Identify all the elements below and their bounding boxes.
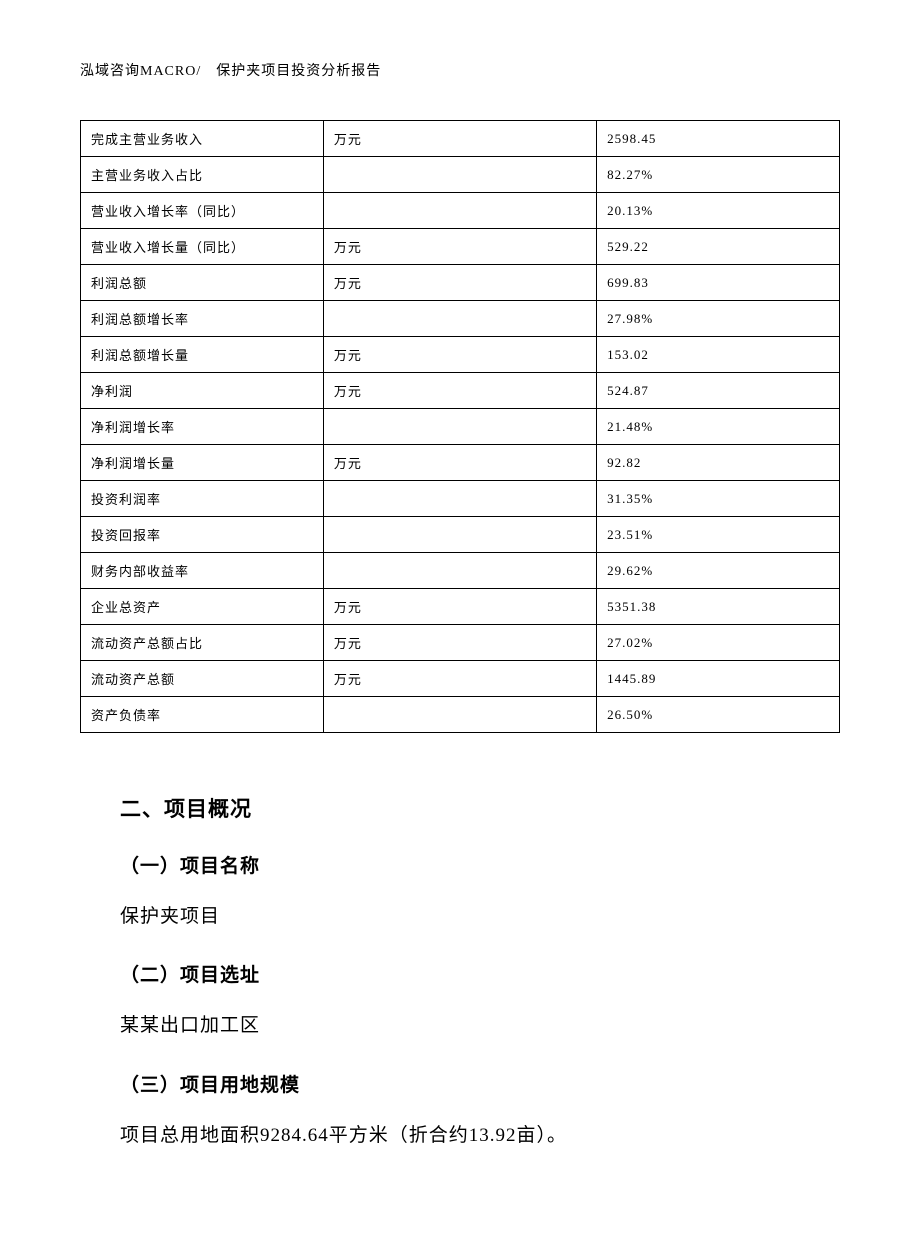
table-row: 完成主营业务收入万元2598.45 [81,121,840,157]
table-cell-value: 153.02 [597,337,840,373]
table-cell-unit [323,193,596,229]
table-cell-value: 21.48% [597,409,840,445]
table-cell-value: 529.22 [597,229,840,265]
table-row: 资产负债率 26.50% [81,697,840,733]
table-cell-value: 23.51% [597,517,840,553]
table-cell-unit [323,517,596,553]
table-row: 企业总资产万元5351.38 [81,589,840,625]
table-cell-value: 92.82 [597,445,840,481]
section-2-3-body: 项目总用地面积9284.64平方米（折合约13.92亩）。 [120,1121,840,1151]
table-cell-value: 1445.89 [597,661,840,697]
table-cell-label: 财务内部收益率 [81,553,324,589]
financial-indicators-table: 完成主营业务收入万元2598.45主营业务收入占比82.27%营业收入增长率（同… [80,120,840,733]
table-cell-value: 31.35% [597,481,840,517]
table-cell-label: 利润总额增长量 [81,337,324,373]
table-cell-unit: 万元 [323,229,596,265]
table-row: 利润总额增长量万元153.02 [81,337,840,373]
table-cell-label: 营业收入增长量（同比） [81,229,324,265]
table-cell-unit: 万元 [323,121,596,157]
page-header-breadcrumb: 泓域咨询MACRO/ 保护夹项目投资分析报告 [80,60,840,80]
table-cell-unit: 万元 [323,661,596,697]
table-row: 财务内部收益率 29.62% [81,553,840,589]
table-cell-unit: 万元 [323,337,596,373]
table-row: 投资回报率 23.51% [81,517,840,553]
table-row: 净利润万元524.87 [81,373,840,409]
table-cell-unit: 万元 [323,373,596,409]
table-cell-label: 投资回报率 [81,517,324,553]
table-cell-unit [323,481,596,517]
table-cell-value: 699.83 [597,265,840,301]
table-row: 流动资产总额万元1445.89 [81,661,840,697]
table-cell-label: 流动资产总额占比 [81,625,324,661]
table-cell-value: 27.02% [597,625,840,661]
table-cell-unit [323,553,596,589]
table-cell-label: 完成主营业务收入 [81,121,324,157]
table-cell-unit [323,697,596,733]
table-cell-unit: 万元 [323,445,596,481]
document-page: 泓域咨询MACRO/ 保护夹项目投资分析报告 完成主营业务收入万元2598.45… [0,0,920,1239]
table-cell-label: 企业总资产 [81,589,324,625]
table-row: 流动资产总额占比万元27.02% [81,625,840,661]
table-cell-value: 5351.38 [597,589,840,625]
table-cell-label: 营业收入增长率（同比） [81,193,324,229]
section-2-3-heading: （三）项目用地规模 [120,1070,840,1097]
table-cell-label: 流动资产总额 [81,661,324,697]
table-cell-value: 20.13% [597,193,840,229]
table-row: 利润总额增长率 27.98% [81,301,840,337]
table-cell-value: 27.98% [597,301,840,337]
table-cell-label: 净利润 [81,373,324,409]
table-cell-value: 524.87 [597,373,840,409]
table-cell-unit: 万元 [323,625,596,661]
table-cell-unit [323,301,596,337]
table-cell-value: 82.27% [597,157,840,193]
section-2-heading: 二、项目概况 [120,793,840,823]
table-cell-label: 资产负债率 [81,697,324,733]
table-row: 主营业务收入占比 82.27% [81,157,840,193]
table-cell-label: 净利润增长量 [81,445,324,481]
table-row: 利润总额万元699.83 [81,265,840,301]
table-cell-unit: 万元 [323,589,596,625]
section-2-2-heading: （二）项目选址 [120,960,840,987]
table-cell-label: 主营业务收入占比 [81,157,324,193]
table-cell-label: 利润总额增长率 [81,301,324,337]
table-row: 净利润增长率 21.48% [81,409,840,445]
table-cell-value: 26.50% [597,697,840,733]
section-2-2-body: 某某出口加工区 [120,1011,840,1041]
table-row: 营业收入增长量（同比）万元529.22 [81,229,840,265]
table-cell-unit [323,409,596,445]
table-cell-unit: 万元 [323,265,596,301]
table-cell-label: 投资利润率 [81,481,324,517]
table-cell-label: 净利润增长率 [81,409,324,445]
section-2-1-body: 保护夹项目 [120,902,840,932]
table-row: 投资利润率 31.35% [81,481,840,517]
table-cell-label: 利润总额 [81,265,324,301]
table-row: 营业收入增长率（同比） 20.13% [81,193,840,229]
section-2-1-heading: （一）项目名称 [120,851,840,878]
table-cell-value: 29.62% [597,553,840,589]
table-cell-unit [323,157,596,193]
table-row: 净利润增长量万元92.82 [81,445,840,481]
table-cell-value: 2598.45 [597,121,840,157]
